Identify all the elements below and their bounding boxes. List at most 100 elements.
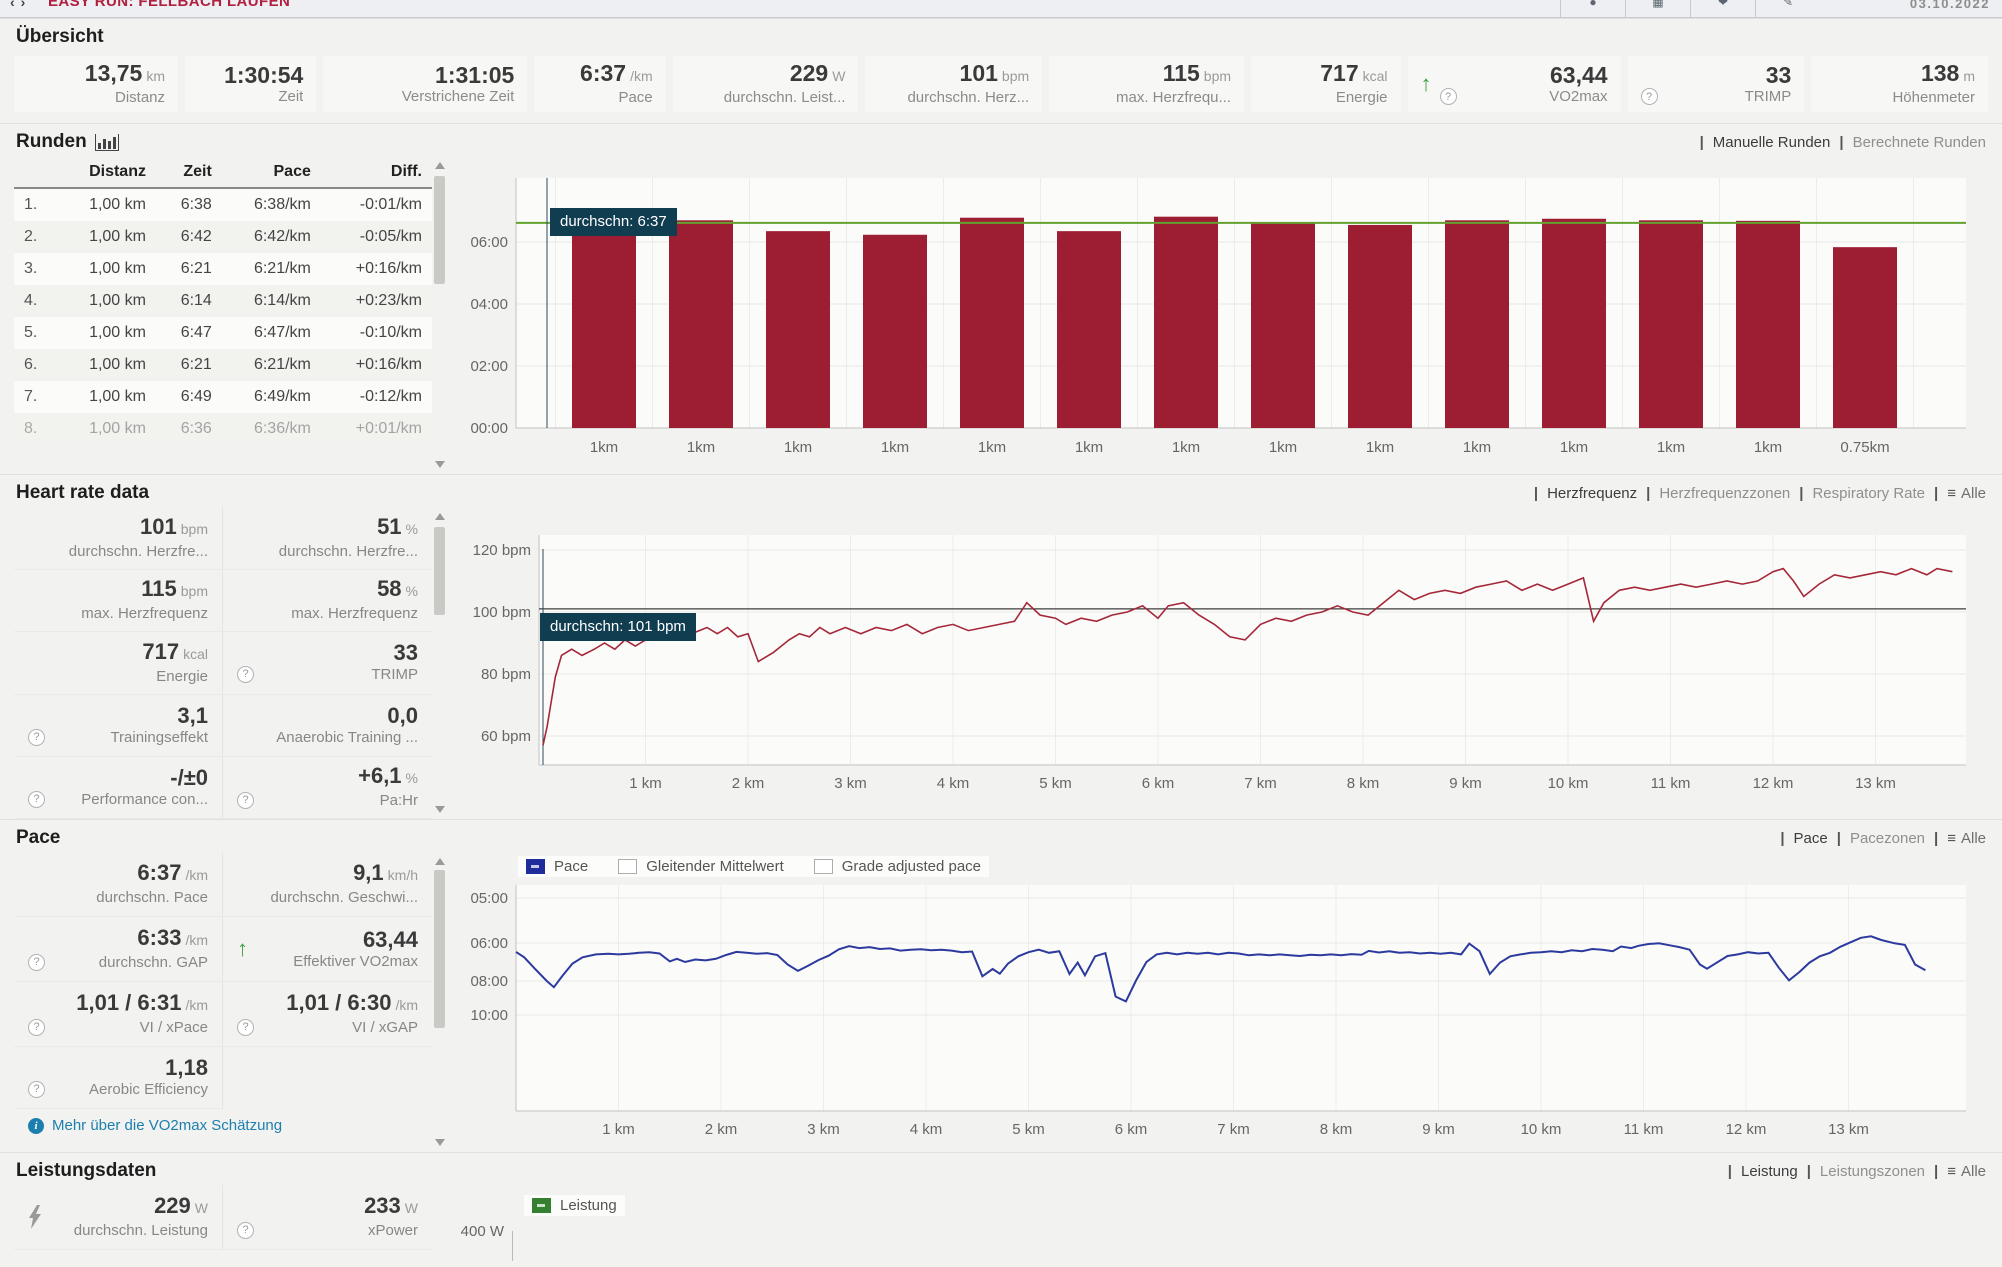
lap-row[interactable]: 2. 1,00 km 6:42 6:42/km -0:05/km [14,221,432,253]
stat-label-row: ? TRIMP [237,665,418,684]
stat-unit: km/h [387,867,418,883]
next-activity-button[interactable]: › [20,0,32,10]
scroll-up-arrow[interactable] [435,858,445,865]
power-line-chart[interactable]: Leistung 400 W [454,1185,2002,1261]
view-link-herzfrequenzzonen[interactable]: Herzfrequenzzonen [1659,484,1791,502]
view-link-alle[interactable]: ≡ Alle [1947,485,1986,502]
stat-label: Aerobic Efficiency [89,1081,208,1098]
lap-row[interactable]: 8. 1,00 km 6:36 6:36/km +0:01/km [14,413,432,445]
scroll-thumb[interactable] [434,176,445,284]
scroll-down-arrow[interactable] [435,461,445,468]
help-icon[interactable]: ? [237,666,254,684]
legend-checkbox[interactable] [813,859,833,874]
help-icon[interactable]: ? [1439,88,1457,105]
overview-stat-trimp: 33? TRIMP [1627,56,1805,112]
overview-stat-pace: 6:37/km Pace [534,56,666,112]
power-stats-scrollbar [432,1185,448,1261]
lap-time: 6:49 [180,388,212,405]
lap-time: 6:21 [180,356,212,373]
laps-chart-icon[interactable] [94,133,119,151]
lap-pace: 6:14/km [253,292,311,309]
lap-diff: -0:10/km [359,324,422,341]
view-link-alle[interactable]: ≡ Alle [1947,1163,1986,1180]
overview-stat-energie: 717 kcal Energie [1251,56,1401,112]
svg-text:8 km: 8 km [1347,775,1380,792]
legend-item-gleitender-mittelwert[interactable]: Gleitender Mittelwert [618,858,784,875]
stat-label: Höhenmeter [1892,89,1975,106]
scroll-up-arrow[interactable] [435,162,445,169]
legend-item-pace[interactable]: Pace [526,858,588,875]
stat-label: Performance con... [81,790,208,808]
scroll-down-arrow[interactable] [435,1139,445,1146]
laps-bar-chart[interactable]: durchschn: 6:37 00:00 02:00 04:00 06:00 1km 1… [454,156,2002,474]
view-link-alle-label: Alle [1960,829,1986,847]
lap-distance: 1,00 km [89,420,146,437]
prev-activity-button[interactable]: ‹ [10,0,21,10]
laps-column-header: Distanz [56,156,156,189]
help-icon[interactable]: ? [28,1019,45,1036]
legend-item-grade-adjusted-pace[interactable]: Grade adjusted pace [813,858,981,875]
lap-row[interactable]: 1. 1,00 km 6:38 6:38/km -0:01/km [14,188,432,221]
stat-label: Pace [618,89,653,106]
lap-time: 6:14 [180,292,212,309]
scroll-thumb[interactable] [434,527,445,615]
lap-row[interactable]: 3. 1,00 km 6:21 6:21/km +0:16/km [14,253,432,285]
section-overview: Übersicht 13,75 km Distanz 1:30:54 Zeit 1:31:… [0,18,2002,123]
view-link-pacezonen[interactable]: Pacezonen [1849,829,1926,847]
view-link-respiratory-rate[interactable]: Respiratory Rate [1812,484,1926,502]
pace-view-links: | Pace | Pacezonen | ≡ Alle [1780,830,1986,847]
help-icon[interactable]: ? [237,792,254,810]
stat-label: Energie [156,667,208,685]
activity-title: EASY RUN: FELLBACH LAUFEN [48,0,291,10]
scroll-up-arrow[interactable] [435,513,445,520]
view-link-berechnete-runden[interactable]: Berechnete Runden [1852,133,1986,151]
scroll-down-arrow[interactable] [435,806,445,813]
help-icon[interactable]: ? [237,1222,254,1239]
stat-max-herzfrequenz: 58% max. Herzfrequenz [223,570,432,632]
legend-checkbox[interactable] [526,859,545,874]
pin-icon[interactable]: ● [1560,0,1625,17]
view-link-herzfrequenz[interactable]: Herzfrequenz [1547,484,1638,502]
help-icon[interactable]: ? [28,954,45,971]
view-link-leistung[interactable]: Leistung [1741,1162,1798,1180]
lap-row[interactable]: 7. 1,00 km 6:49 6:49/km -0:12/km [14,381,432,413]
stat-label-row: Pace [547,89,652,107]
help-icon[interactable]: ? [28,1081,45,1098]
stat-label-row: max. Herzfrequ... [1062,89,1231,107]
stat-unit: W [832,68,846,84]
pace-line-chart[interactable]: Pace Gleitender Mittelwert Grade adjusted … [454,852,2002,1152]
pace-chart-legend: Pace Gleitender Mittelwert Grade adjusted … [518,856,990,877]
image-icon[interactable]: ▦ [1625,0,1690,17]
help-icon[interactable]: ? [237,1019,254,1036]
lap-row[interactable]: 4. 1,00 km 6:14 6:14/km +0:23/km [14,285,432,317]
power-ytick-label: 400 W [460,1223,504,1240]
stat-label: Pa:Hr [379,792,418,810]
edit-icon[interactable]: ✎ [1755,0,1820,17]
heart-rate-line-chart[interactable]: durchschn: 101 bpm 1 km 2 km 3 km 4 km 5 km 6… [454,507,2002,819]
lap-diff: +0:16/km [355,260,422,277]
stat-unit: m [1963,68,1975,84]
legend-item-leistung[interactable]: Leistung [532,1197,617,1214]
view-link-alle[interactable]: ≡ Alle [1947,830,1986,847]
scroll-thumb[interactable] [434,870,445,1028]
lap-pace: 6:49/km [253,388,311,405]
stat-label: Effektiver VO2max [293,952,418,970]
section-pace: Pace | Pace | Pacezonen | ≡ Alle 6:37/km durchs… [0,819,2002,1152]
heart-icon[interactable]: ❤ [1690,0,1755,17]
stat-vi-xgap: 1,01 / 6:30/km? VI / xGAP [223,982,432,1047]
view-link-pace[interactable]: Pace [1793,829,1828,847]
stat-label: durchschn. GAP [98,954,208,971]
help-icon[interactable]: ? [1640,88,1658,105]
svg-text:05:00: 05:00 [470,890,508,907]
lap-row[interactable]: 5. 1,00 km 6:47 6:47/km -0:10/km [14,317,432,349]
view-link-manuelle-runden[interactable]: Manuelle Runden [1712,133,1831,151]
view-link-leistungszonen[interactable]: Leistungszonen [1819,1162,1926,1180]
legend-checkbox[interactable] [532,1198,551,1213]
svg-text:10 km: 10 km [1548,775,1589,792]
legend-checkbox[interactable] [618,859,638,874]
help-icon[interactable]: ? [28,790,45,808]
lap-row[interactable]: 6. 1,00 km 6:21 6:21/km +0:16/km [14,349,432,381]
stat-unit: W [194,1200,208,1216]
vo2max-info-link[interactable]: i Mehr über die VO2max Schätzung [14,1109,432,1142]
help-icon[interactable]: ? [28,728,45,746]
